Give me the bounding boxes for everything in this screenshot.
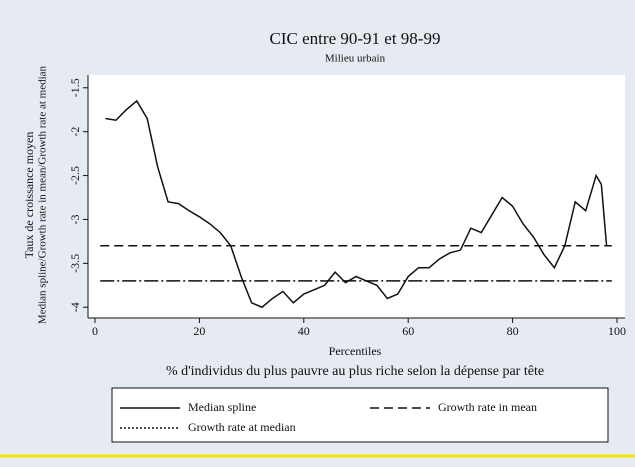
legend-label: Growth rate in mean	[438, 400, 537, 414]
x-tick-label: 100	[608, 324, 626, 338]
y-tick-label: -3	[68, 214, 82, 224]
x-tick-label: 80	[507, 324, 519, 338]
legend	[111, 387, 609, 443]
y-tick-label: -2.5	[68, 166, 82, 185]
legend-label: Median spline	[188, 400, 256, 414]
x-tick-label: 0	[92, 324, 98, 338]
x-tick-label: 60	[402, 324, 414, 338]
legend-label: Growth rate at median	[188, 420, 296, 434]
x-tick-label: 20	[193, 324, 205, 338]
x-axis-label: Percentiles	[329, 344, 382, 358]
line-series	[105, 99, 608, 309]
y-tick-label: -1.5	[68, 78, 82, 97]
chart-subtitle: Milieu urbain	[325, 53, 386, 65]
caption: % d'individus du plus pauvre au plus ric…	[166, 364, 544, 379]
y-tick-label: -2	[68, 127, 82, 137]
y-axis-label: Taux de croissance moyen	[22, 132, 36, 259]
y-tick-label: -3.5	[68, 254, 82, 273]
x-tick-label: 40	[298, 324, 310, 338]
chart-title: CIC entre 90-91 et 98-99	[270, 29, 441, 48]
y-tick-label: -4	[68, 302, 82, 312]
y-axis-label: Median spline/Growth rate in mean/Growth…	[37, 65, 49, 324]
